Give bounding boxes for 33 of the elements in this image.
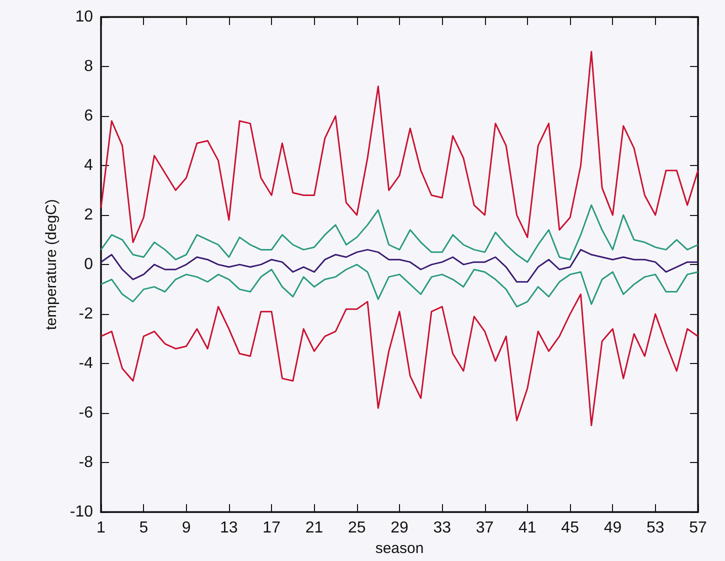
y-tick-label: -6 (78, 404, 94, 422)
x-tick-label: 49 (604, 520, 622, 537)
x-tick-label: 9 (182, 520, 191, 537)
line-series (100, 294, 699, 426)
y-tick-label: -8 (78, 454, 94, 472)
x-tick-label: 13 (220, 520, 238, 537)
x-tick-label: 53 (646, 520, 664, 537)
y-tick-label: 10 (75, 8, 94, 26)
y-tick-label: 6 (84, 108, 94, 125)
y-tick-label: -10 (70, 504, 94, 521)
y-tick-label: -2 (78, 306, 94, 323)
x-tick-label: 21 (305, 520, 324, 537)
x-tick-label: 41 (518, 520, 536, 537)
x-tick-label: 1 (96, 520, 106, 537)
y-axis-title: temperature (degC) (42, 199, 60, 330)
x-tick-label: 17 (262, 520, 281, 537)
y-tick-label: -4 (78, 355, 94, 372)
x-tick-label: 37 (476, 520, 494, 537)
line-series (100, 204, 699, 263)
y-tick-label: 0 (84, 256, 94, 274)
x-tick-label: 29 (390, 520, 408, 537)
x-tick-label: 57 (689, 520, 707, 537)
x-tick-label: 25 (348, 520, 366, 537)
y-tick-label: 2 (84, 206, 94, 224)
line-series (100, 264, 699, 308)
line-series (100, 50, 699, 244)
y-tick-label: 4 (84, 157, 94, 174)
x-tick-label: 45 (561, 520, 580, 537)
x-axis-title: season (375, 540, 424, 557)
line-series (100, 248, 699, 283)
x-tick-label: 33 (433, 520, 452, 537)
x-tick-label: 5 (139, 520, 148, 537)
y-tick-label: 8 (84, 58, 94, 76)
